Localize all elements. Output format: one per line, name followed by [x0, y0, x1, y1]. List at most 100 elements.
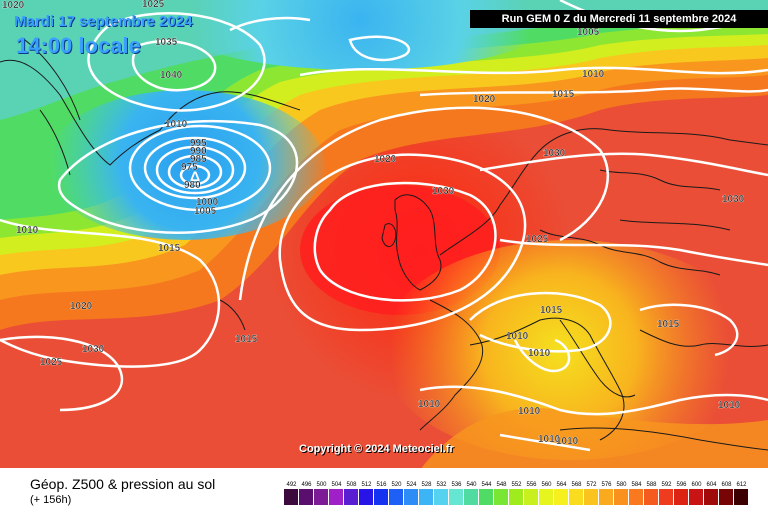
scale-swatch: [584, 489, 598, 505]
low-region-iceland: [45, 90, 325, 240]
scale-tick-label: 540: [466, 482, 477, 488]
isobar-label: 1020: [473, 94, 496, 105]
scale-swatch: [479, 489, 493, 505]
scale-swatch: [404, 489, 418, 505]
legend-subtitle: (+ 156h): [30, 494, 72, 506]
isobar-label: 1010: [528, 348, 551, 359]
isobar-label: 1020: [70, 301, 93, 312]
scale-tick-label: 512: [361, 482, 372, 488]
scale-swatch: [344, 489, 358, 505]
isobar-label: 1025: [40, 357, 63, 368]
scale-tick-label: 576: [601, 482, 612, 488]
scale-tick-label: 552: [511, 482, 522, 488]
forecast-date: Mardi 17 septembre 2024: [14, 13, 193, 30]
scale-tick-label: 592: [661, 482, 672, 488]
isobar-label: 975: [181, 162, 198, 173]
scale-swatch: [599, 489, 613, 505]
isobars: [0, 0, 768, 450]
isobar-label: 1015: [235, 334, 258, 345]
scale-tick-label: 556: [526, 482, 537, 488]
scale-tick-label: 584: [631, 482, 642, 488]
scale-swatch: [329, 489, 343, 505]
scale-swatch: [719, 489, 733, 505]
scale-tick-label: 544: [481, 482, 492, 488]
legend-title: Géop. Z500 & pression au sol: [30, 476, 216, 492]
isobar-label: 1030: [722, 194, 745, 205]
scale-tick-label: 532: [436, 482, 447, 488]
scale-tick-label: 580: [616, 482, 627, 488]
scale-swatch: [419, 489, 433, 505]
scale-tick-label: 524: [406, 482, 417, 488]
scale-tick-label: 528: [421, 482, 432, 488]
isobar-label: 1000: [196, 197, 219, 208]
isobar-label: 1020: [374, 154, 397, 165]
scale-tick-label: 596: [676, 482, 687, 488]
isobar-label: 1010: [538, 434, 561, 445]
isobar-label: 1040: [160, 70, 183, 81]
scale-swatch: [554, 489, 568, 505]
scale-tick-label: 600: [691, 482, 702, 488]
scale-swatch: [629, 489, 643, 505]
isobar-label: 1025: [142, 0, 165, 10]
scale-swatch: [569, 489, 583, 505]
scale-swatch: [734, 489, 748, 505]
scale-tick-label: 588: [646, 482, 657, 488]
isobar-label: 1015: [552, 89, 575, 100]
scale-swatch: [494, 489, 508, 505]
isobar-label: 1025: [526, 234, 549, 245]
scale-swatch: [284, 489, 298, 505]
scale-tick-label: 612: [736, 482, 747, 488]
isobar-label: 1010: [518, 406, 541, 417]
isobar-label: 1005: [577, 27, 600, 38]
isobar-label: 1010: [418, 399, 441, 410]
scale-swatch: [644, 489, 658, 505]
low-symbol: Δ: [190, 168, 200, 184]
isobar-label: 995: [190, 138, 207, 149]
scale-swatch: [674, 489, 688, 505]
isobar-label: 1030: [543, 148, 566, 159]
isobar-label: 985: [190, 154, 207, 165]
scale-tick-label: 536: [451, 482, 462, 488]
scale-tick-label: 496: [301, 482, 312, 488]
scale-swatch: [449, 489, 463, 505]
isobar-label: 1020: [2, 0, 25, 11]
coastlines: [0, 39, 768, 451]
isobar-label: 1010: [506, 331, 529, 342]
model-run-banner: Run GEM 0 Z du Mercredi 11 septembre 202…: [470, 10, 768, 28]
scale-tick-label: 500: [316, 482, 327, 488]
isobar-label: 1010: [16, 225, 39, 236]
scale-swatch: [659, 489, 673, 505]
scale-swatch: [704, 489, 718, 505]
weather-map: Δ 1020 1025 1035 1040 1010 995 990 985 9…: [0, 0, 768, 468]
isobar-label: 1010: [165, 119, 188, 130]
scale-swatch: [314, 489, 328, 505]
scale-tick-label: 492: [286, 482, 297, 488]
isobar-label: 1015: [657, 319, 680, 330]
isobar-label: 1010: [582, 69, 605, 80]
scale-tick-label: 572: [586, 482, 597, 488]
scale-tick-label: 564: [556, 482, 567, 488]
copyright-notice: Copyright © 2024 Meteociel.fr: [299, 443, 454, 455]
isobar-label: 980: [184, 180, 201, 191]
scale-tick-label: 608: [721, 482, 732, 488]
scale-tick-label: 504: [331, 482, 342, 488]
isobar-label: 1030: [82, 344, 105, 355]
scale-swatch: [464, 489, 478, 505]
scale-swatch: [299, 489, 313, 505]
scale-swatch: [689, 489, 703, 505]
isobar-label: 990: [190, 146, 207, 157]
band-orange-south: [421, 408, 768, 468]
scale-tick-label: 568: [571, 482, 582, 488]
isobar-label: 1035: [155, 37, 178, 48]
scale-tick-label: 516: [376, 482, 387, 488]
color-scale: 492 496 500 504 508 512 516 520 524 528 532 536 540 5…: [284, 482, 748, 505]
isobar-labels: 1020 1025 1035 1040 1010 995 990 985 980…: [2, 0, 745, 447]
scale-tick-label: 508: [346, 482, 357, 488]
scale-swatch: [374, 489, 388, 505]
scale-tick-label: 560: [541, 482, 552, 488]
forecast-time: 14:00 locale: [16, 33, 141, 58]
isobar-label: 1010: [718, 400, 741, 411]
low-region-top: [170, 0, 550, 70]
scale-swatch: [614, 489, 628, 505]
scale-tick-label: 604: [706, 482, 717, 488]
